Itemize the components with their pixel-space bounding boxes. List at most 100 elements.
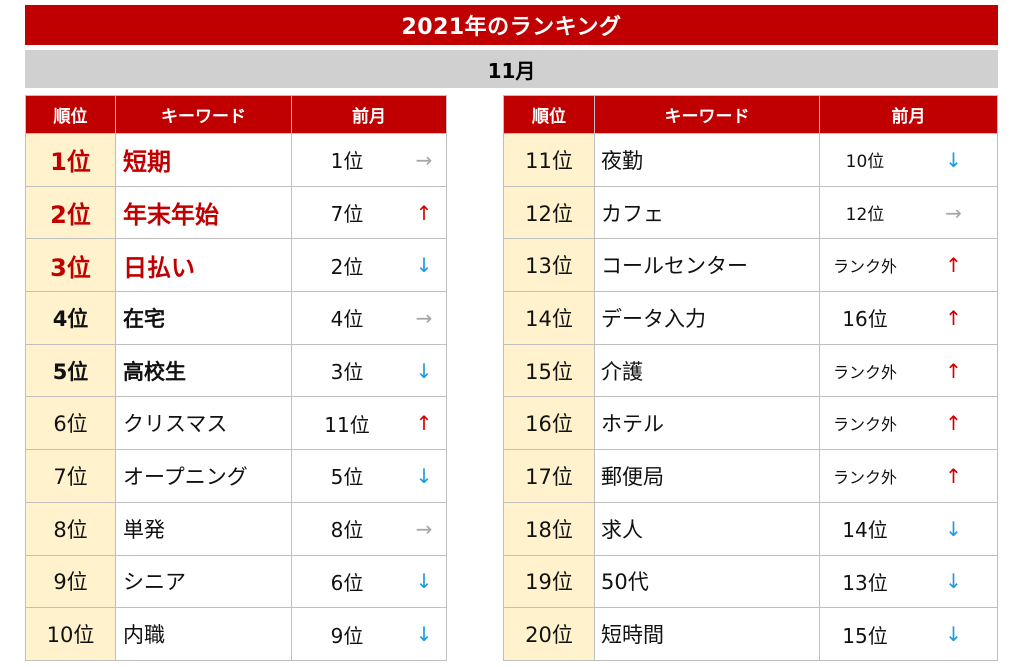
table-row: 15位 介護 ランク外 ↑: [504, 344, 998, 398]
keyword-cell: 短時間: [595, 608, 820, 661]
ranking-table-right: 順位 キーワード 前月 11位 夜勤 10位 ↓ 12位 カフェ 12位 → 1…: [503, 95, 998, 661]
keyword-cell: 単発: [116, 502, 292, 556]
header-previous-month: 前月: [292, 96, 447, 134]
previous-month-cell: ランク外 ↑: [820, 397, 998, 451]
rank-cell: 8位: [26, 502, 116, 556]
previous-month-cell: 4位 →: [292, 292, 447, 345]
previous-rank-value: 8位: [330, 518, 364, 543]
rank-cell: 12位: [504, 186, 595, 240]
keyword-cell: 在宅: [116, 292, 292, 345]
previous-rank-value: 7位: [330, 202, 364, 227]
arrow-right-icon: →: [415, 305, 433, 330]
rank-cell: 14位: [504, 292, 595, 345]
previous-month-cell: 5位 ↓: [292, 450, 447, 503]
table-row: 18位 求人 14位 ↓: [504, 502, 998, 556]
arrow-up-icon: ↑: [415, 411, 433, 436]
keyword-cell: 高校生: [116, 344, 292, 398]
previous-month-cell: 11位 ↑: [292, 397, 447, 451]
table-row: 3位 日払い 2位 ↓: [26, 239, 447, 293]
keyword-cell: ホテル: [595, 397, 820, 451]
previous-month-cell: 12位 →: [820, 186, 998, 240]
previous-rank-value: 5位: [330, 465, 364, 490]
table-row: 14位 データ入力 16位 ↑: [504, 292, 998, 345]
table-row: 20位 短時間 15位 ↓: [504, 608, 998, 661]
table-row: 16位 ホテル ランク外 ↑: [504, 397, 998, 451]
table-header: 順位 キーワード 前月: [26, 96, 447, 134]
header-keyword: キーワード: [595, 96, 820, 134]
previous-rank-value: ランク外: [832, 257, 897, 277]
previous-month-cell: 16位 ↑: [820, 292, 998, 345]
previous-rank-value: 15位: [842, 623, 888, 648]
table-row: 8位 単発 8位 →: [26, 502, 447, 556]
arrow-up-icon: ↑: [945, 305, 962, 330]
keyword-cell: 50代: [595, 555, 820, 609]
header-rank: 順位: [504, 96, 595, 134]
previous-month-cell: 14位 ↓: [820, 502, 998, 556]
keyword-cell: 夜勤: [595, 134, 820, 187]
arrow-down-icon: ↓: [945, 569, 962, 594]
keyword-cell: 求人: [595, 502, 820, 556]
previous-month-cell: ランク外 ↑: [820, 239, 998, 293]
arrow-up-icon: ↑: [415, 200, 433, 225]
rank-cell: 5位: [26, 344, 116, 398]
arrow-down-icon: ↓: [945, 147, 962, 172]
previous-rank-value: 11位: [324, 412, 370, 437]
header-keyword: キーワード: [116, 96, 292, 134]
previous-rank-value: 9位: [330, 623, 364, 648]
rank-cell: 2位: [26, 186, 116, 240]
table-row: 1位 短期 1位 →: [26, 134, 447, 187]
previous-month-cell: ランク外 ↑: [820, 344, 998, 398]
previous-month-cell: 8位 →: [292, 502, 447, 556]
previous-rank-value: 16位: [842, 307, 888, 332]
previous-rank-value: ランク外: [832, 467, 897, 487]
table-row: 17位 郵便局 ランク外 ↑: [504, 450, 998, 503]
rank-cell: 17位: [504, 450, 595, 503]
arrow-right-icon: →: [945, 200, 962, 225]
previous-rank-value: ランク外: [832, 415, 897, 435]
arrow-down-icon: ↓: [415, 622, 433, 647]
rank-cell: 1位: [26, 134, 116, 187]
previous-month-cell: 6位 ↓: [292, 555, 447, 609]
header-previous-month: 前月: [820, 96, 998, 134]
keyword-cell: 年末年始: [116, 186, 292, 240]
arrow-down-icon: ↓: [415, 569, 433, 594]
previous-rank-value: 6位: [330, 570, 364, 595]
rank-cell: 13位: [504, 239, 595, 293]
previous-rank-value: 10位: [845, 152, 885, 173]
rank-cell: 16位: [504, 397, 595, 451]
rank-cell: 15位: [504, 344, 595, 398]
table-row: 7位 オープニング 5位 ↓: [26, 450, 447, 503]
rank-cell: 3位: [26, 239, 116, 293]
table-row: 9位 シニア 6位 ↓: [26, 555, 447, 609]
previous-month-cell: 3位 ↓: [292, 344, 447, 398]
rank-cell: 9位: [26, 555, 116, 609]
table-row: 19位 50代 13位 ↓: [504, 555, 998, 609]
previous-month-cell: 9位 ↓: [292, 608, 447, 661]
arrow-down-icon: ↓: [415, 463, 433, 488]
previous-rank-value: 1位: [330, 149, 364, 174]
period-banner: 11月: [25, 50, 998, 88]
keyword-cell: 短期: [116, 134, 292, 187]
previous-month-cell: 13位 ↓: [820, 555, 998, 609]
table-row: 10位 内職 9位 ↓: [26, 608, 447, 661]
previous-month-cell: ランク外 ↑: [820, 450, 998, 503]
keyword-cell: オープニング: [116, 450, 292, 503]
previous-month-cell: 10位 ↓: [820, 134, 998, 187]
arrow-right-icon: →: [415, 147, 433, 172]
keyword-cell: データ入力: [595, 292, 820, 345]
table-row: 4位 在宅 4位 →: [26, 292, 447, 345]
arrow-up-icon: ↑: [945, 253, 962, 278]
previous-month-cell: 7位 ↑: [292, 186, 447, 240]
previous-month-cell: 1位 →: [292, 134, 447, 187]
arrow-down-icon: ↓: [415, 253, 433, 278]
keyword-cell: 郵便局: [595, 450, 820, 503]
arrow-down-icon: ↓: [945, 622, 962, 647]
previous-month-cell: 2位 ↓: [292, 239, 447, 293]
arrow-down-icon: ↓: [945, 516, 962, 541]
arrow-up-icon: ↑: [945, 358, 962, 383]
arrow-up-icon: ↑: [945, 463, 962, 488]
keyword-cell: シニア: [116, 555, 292, 609]
previous-rank-value: 13位: [842, 570, 888, 595]
table-row: 13位 コールセンター ランク外 ↑: [504, 239, 998, 293]
rank-cell: 7位: [26, 450, 116, 503]
